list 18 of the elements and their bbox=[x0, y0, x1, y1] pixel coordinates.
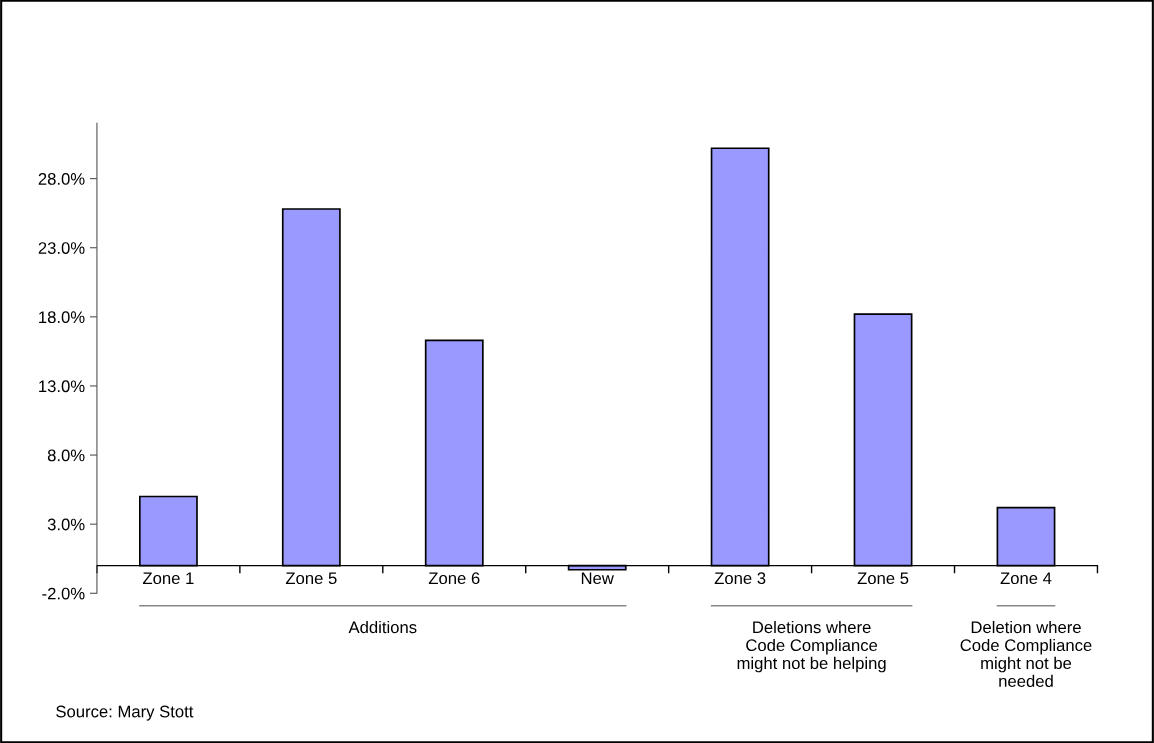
y-tick-label: 3.0% bbox=[47, 518, 85, 531]
x-tick-label: Zone 5 bbox=[857, 572, 909, 585]
x-tick-label: Zone 5 bbox=[285, 572, 337, 585]
text: Deletions where Code Compliance might not be helping bbox=[737, 620, 886, 673]
x-tick-label: New bbox=[581, 572, 614, 585]
y-tick-label: 8.0% bbox=[47, 449, 85, 462]
y-tick-label: -2.0% bbox=[42, 587, 85, 600]
source-note: Source: Mary Stott bbox=[56, 705, 194, 721]
y-tick-label: 18.0% bbox=[39, 311, 85, 324]
text: Deletion where Code Compliance might not be needed bbox=[960, 620, 1092, 688]
y-tick-label: 23.0% bbox=[38, 242, 85, 254]
text: Additions bbox=[348, 620, 417, 634]
y-tick-label: 28.0% bbox=[38, 173, 85, 185]
x-tick-label: Zone 1 bbox=[142, 572, 194, 585]
x-tick-label: Zone 4 bbox=[1000, 572, 1052, 585]
x-tick-label: Zone 6 bbox=[428, 572, 480, 585]
x-tick-label: Zone 3 bbox=[714, 572, 766, 585]
y-tick-label: 13.0% bbox=[39, 380, 85, 393]
